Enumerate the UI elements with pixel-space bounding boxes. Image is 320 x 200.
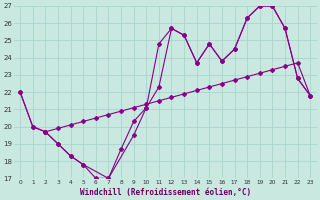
X-axis label: Windchill (Refroidissement éolien,°C): Windchill (Refroidissement éolien,°C) xyxy=(80,188,251,197)
